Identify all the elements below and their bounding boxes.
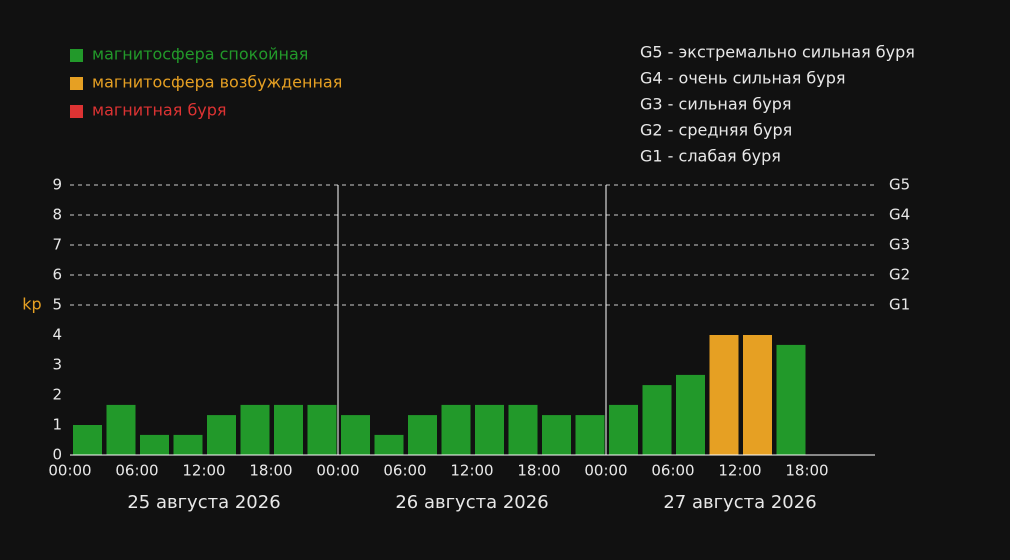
legend-swatch [70,77,83,90]
x-tick-label: 06:00 [115,462,158,480]
y-axis-label: kp [22,295,41,314]
x-tick-label: 18:00 [785,462,828,480]
day-label: 27 августа 2026 [663,492,816,513]
x-tick-label: 12:00 [718,462,761,480]
bar [173,434,203,455]
y-tick-label: 2 [52,386,62,404]
x-tick-label: 06:00 [651,462,694,480]
y-tick-label: 7 [52,236,62,254]
bar [642,385,672,455]
bar [709,335,739,455]
bar [776,344,806,455]
bar [508,404,538,455]
bar [307,404,337,455]
day-label: 26 августа 2026 [395,492,548,513]
y-tick-label: 0 [52,446,62,464]
bar [676,374,705,455]
bar [140,434,169,455]
storm-level-label: G4 [889,206,910,224]
storm-level-label: G2 [889,266,910,284]
x-tick-label: 18:00 [517,462,560,480]
bar [73,425,102,455]
bar [475,404,504,455]
y-tick-label: 8 [52,206,62,224]
bar [374,434,404,455]
bar [207,415,236,455]
storm-legend-label: G3 - сильная буря [640,95,791,114]
storm-legend-label: G4 - очень сильная буря [640,69,846,88]
x-tick-label: 18:00 [249,462,292,480]
storm-legend-label: G1 - слабая буря [640,147,781,166]
y-tick-label: 4 [52,326,62,344]
bar [575,415,605,455]
x-tick-label: 00:00 [584,462,627,480]
day-label: 25 августа 2026 [127,492,280,513]
x-tick-label: 12:00 [450,462,493,480]
x-tick-label: 06:00 [383,462,426,480]
x-tick-label: 12:00 [182,462,225,480]
y-tick-label: 5 [52,296,62,314]
bar [106,404,136,455]
bar [441,404,471,455]
legend-swatch [70,49,83,62]
storm-legend-label: G5 - экстремально сильная буря [640,43,915,62]
bar [341,415,370,455]
bar [274,404,303,455]
y-tick-label: 1 [52,416,62,434]
legend-label: магнитосфера возбужденная [92,73,342,92]
bar [743,335,772,455]
storm-level-label: G3 [889,236,910,254]
bar [542,415,571,455]
x-tick-label: 00:00 [48,462,91,480]
legend-swatch [70,105,83,118]
bar [240,404,270,455]
bar [609,404,638,455]
storm-level-label: G1 [889,296,910,314]
y-tick-label: 3 [52,356,62,374]
legend-label: магнитосфера спокойная [92,45,308,64]
y-tick-label: 9 [52,176,62,194]
storm-level-label: G5 [889,176,910,194]
legend-label: магнитная буря [92,101,227,120]
bar [408,415,437,455]
y-tick-label: 6 [52,266,62,284]
x-tick-label: 00:00 [316,462,359,480]
storm-legend-label: G2 - средняя буря [640,121,792,140]
